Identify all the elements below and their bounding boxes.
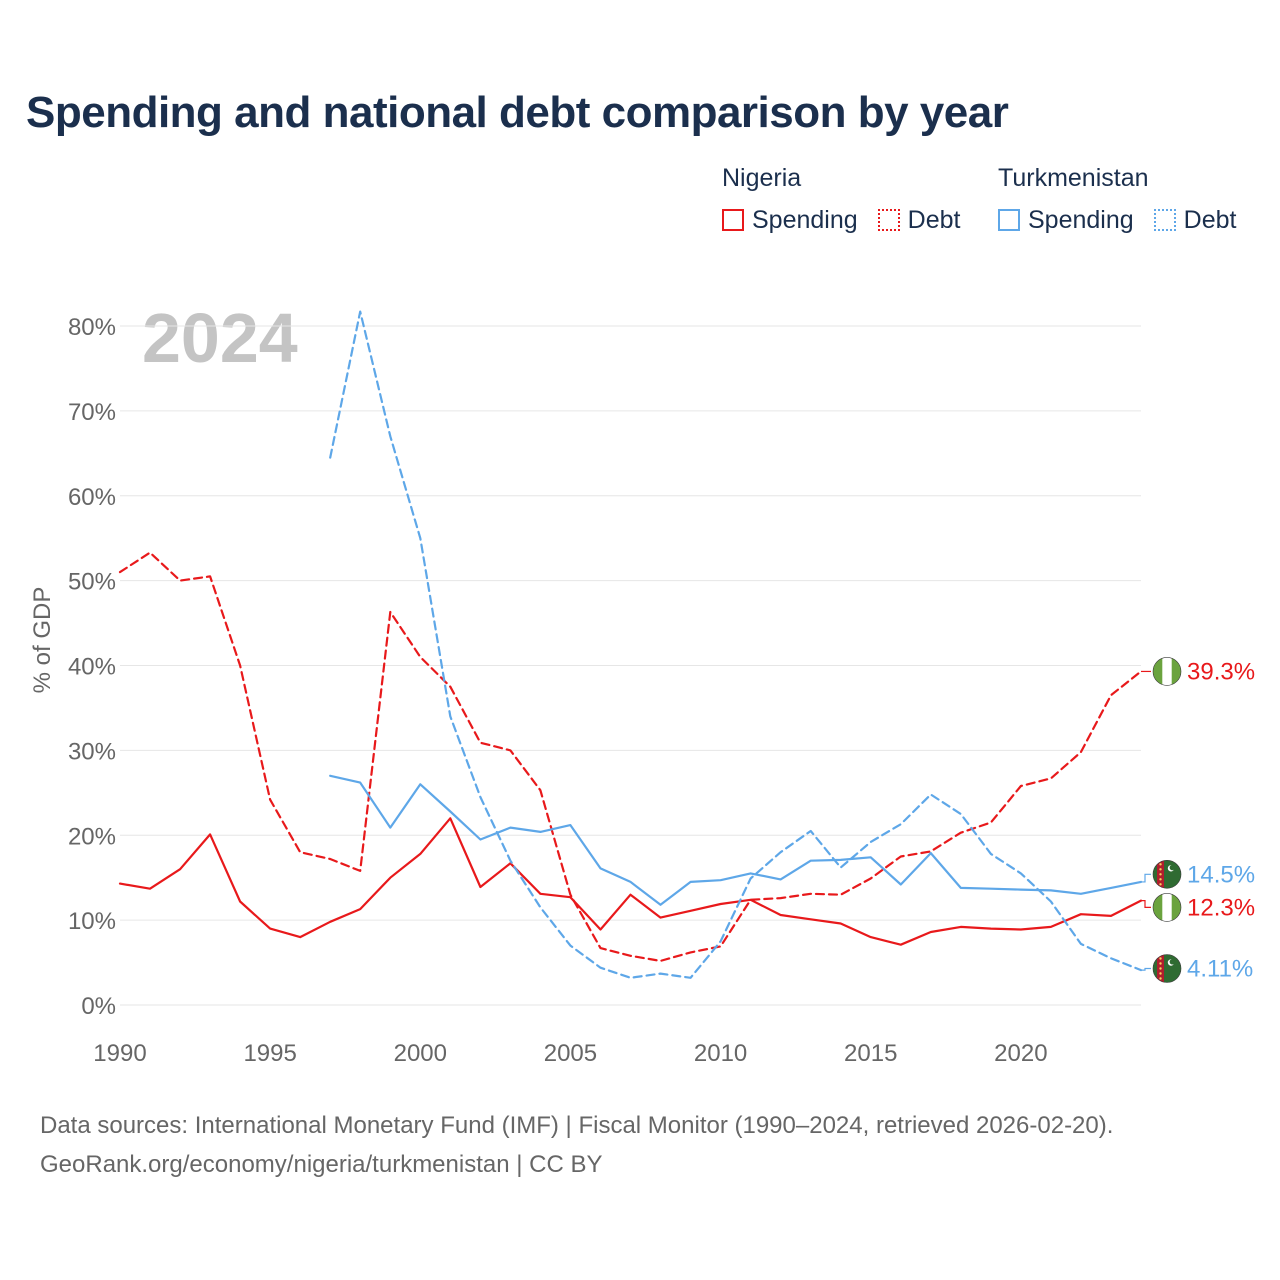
y-tick-label: 30% (68, 738, 116, 765)
y-tick-label: 40% (68, 654, 116, 681)
x-tick-label: 2010 (694, 1040, 747, 1067)
legend-swatch-solid (998, 209, 1020, 231)
series-line-turkmenistan-spending (329, 774, 1143, 906)
legend-swatch-dotted (877, 209, 900, 231)
series-line-nigeria-spending (118, 817, 1143, 946)
legend-heading-nigeria: Nigeria (722, 164, 802, 192)
legend-item-turkmenistan-spending[interactable]: Spending (998, 204, 1134, 236)
end-value-label: 4.11% (1187, 956, 1253, 983)
y-tick-label: 70% (68, 399, 116, 426)
legend-item-nigeria-spending[interactable]: Spending (722, 204, 858, 236)
x-axis-tick-labels: 1990 1995 2000 2005 2010 2015 2020 (93, 1040, 1047, 1067)
legend-label: Debt (1183, 205, 1237, 234)
legend-swatch-dotted (1153, 209, 1176, 231)
end-value-label: 39.3% (1187, 658, 1255, 685)
y-tick-label: 10% (68, 908, 116, 935)
legend-group-turkmenistan: Turkmenistan Spending Debt (998, 162, 1236, 236)
x-tick-label: 1990 (93, 1040, 146, 1067)
x-tick-label: 1995 (243, 1040, 296, 1067)
legend-label: Spending (1028, 205, 1134, 234)
legend-item-nigeria-debt[interactable]: Debt (877, 204, 961, 236)
y-axis-label: % of GDP (29, 587, 56, 694)
turkmenistan-flag-icon (1152, 954, 1182, 983)
nigeria-flag-icon (1152, 893, 1182, 922)
series-lines (118, 310, 1143, 979)
year-watermark: 2024 (142, 299, 298, 377)
chart-title: Spending and national debt comparison by… (26, 88, 1009, 137)
legend-swatch-solid (722, 209, 744, 231)
end-label-connector (1141, 873, 1151, 883)
end-labels: 39.3% 14.5% 12.3% 4.11% (1141, 657, 1255, 983)
y-tick-label: 0% (81, 993, 116, 1020)
y-axis-tick-labels: 0% 10% 20% 30% 40% 50% 60% 70% 80% (68, 314, 116, 1020)
end-label-connector (1141, 900, 1151, 908)
x-tick-label: 2000 (394, 1040, 447, 1067)
turkmenistan-flag-icon (1152, 859, 1182, 889)
end-value-label: 14.5% (1187, 861, 1255, 888)
y-tick-label: 60% (68, 484, 116, 511)
legend-item-turkmenistan-debt[interactable]: Debt (1153, 204, 1237, 236)
y-tick-label: 50% (68, 569, 116, 596)
data-sources: Data sources: International Monetary Fun… (40, 1106, 1113, 1184)
legend-label: Debt (907, 205, 961, 234)
y-tick-label: 20% (68, 823, 116, 850)
x-tick-label: 2005 (544, 1040, 597, 1067)
line-chart: 2024 0% 10% 20% 30% 40% 50% 60% 70% 80% 1990 1995… (29, 299, 1255, 1067)
x-tick-label: 2015 (844, 1040, 897, 1067)
legend-group-nigeria: Nigeria Spending Debt (722, 162, 960, 236)
end-value-label: 12.3% (1187, 894, 1255, 921)
end-label-connector (1141, 967, 1151, 971)
sources-line-1: Data sources: International Monetary Fun… (40, 1112, 1114, 1139)
nigeria-flag-icon (1152, 657, 1182, 686)
gridlines (120, 325, 1141, 1006)
y-tick-label: 80% (68, 314, 116, 341)
legend-heading-turkmenistan: Turkmenistan (998, 164, 1149, 192)
series-line-nigeria-debt (118, 551, 1143, 963)
sources-line-2: GeoRank.org/economy/nigeria/turkmenistan… (40, 1151, 603, 1178)
legend-label: Spending (752, 205, 858, 234)
x-tick-label: 2020 (994, 1040, 1047, 1067)
